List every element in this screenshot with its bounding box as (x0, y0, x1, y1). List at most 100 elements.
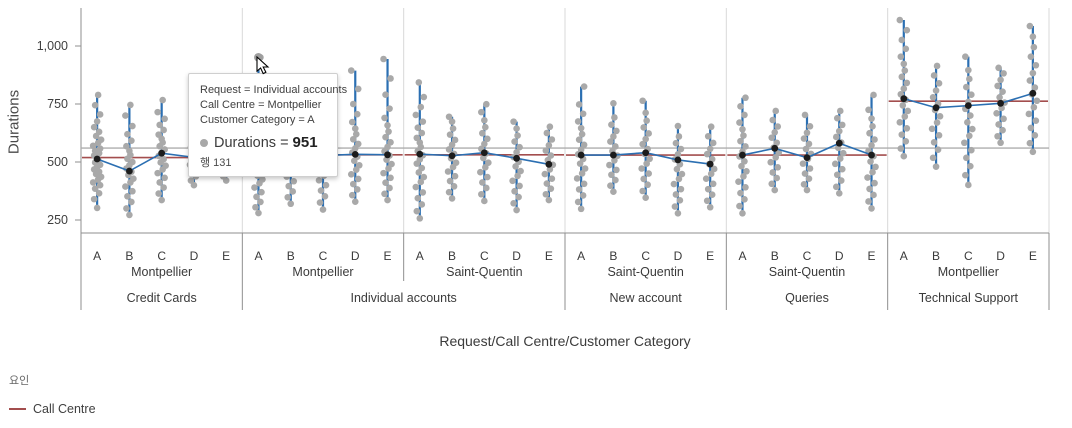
data-point[interactable] (284, 193, 292, 201)
data-point[interactable] (353, 110, 361, 118)
data-point[interactable] (485, 159, 492, 166)
data-point[interactable] (155, 190, 162, 197)
data-point[interactable] (385, 128, 392, 135)
data-point[interactable] (868, 141, 875, 149)
data-point[interactable] (448, 118, 456, 125)
data-point[interactable] (542, 147, 550, 154)
data-point[interactable] (613, 127, 620, 135)
data-point[interactable] (996, 93, 1003, 101)
data-point[interactable] (1025, 110, 1033, 118)
data-point[interactable] (387, 174, 394, 182)
data-point[interactable] (381, 114, 388, 122)
cell-mean-dot[interactable] (158, 149, 166, 157)
data-point[interactable] (898, 73, 906, 81)
data-point[interactable] (775, 149, 783, 156)
data-point[interactable] (89, 142, 97, 150)
data-point[interactable] (257, 198, 264, 206)
data-point[interactable] (642, 109, 649, 117)
data-point[interactable] (739, 125, 746, 133)
cell-mean-dot[interactable] (448, 152, 456, 160)
data-point[interactable] (315, 177, 323, 184)
data-point[interactable] (541, 170, 549, 178)
data-point[interactable] (321, 193, 329, 200)
data-point[interactable] (159, 96, 166, 104)
data-point[interactable] (743, 167, 750, 175)
data-point[interactable] (445, 113, 453, 121)
data-point[interactable] (1031, 132, 1039, 139)
data-point[interactable] (354, 85, 362, 93)
data-point[interactable] (1026, 22, 1034, 30)
data-point[interactable] (574, 198, 582, 206)
data-point[interactable] (160, 184, 167, 191)
data-point[interactable] (935, 132, 943, 139)
data-point[interactable] (1027, 124, 1035, 132)
data-point[interactable] (612, 176, 619, 184)
data-point[interactable] (418, 164, 426, 172)
data-point[interactable] (737, 189, 744, 197)
data-point[interactable] (160, 155, 167, 163)
data-point[interactable] (871, 179, 878, 187)
data-point[interactable] (514, 172, 521, 180)
data-point[interactable] (352, 130, 360, 138)
data-point[interactable] (800, 180, 808, 188)
data-point[interactable] (415, 79, 423, 86)
cell-mean-dot[interactable] (868, 151, 875, 159)
data-point[interactable] (413, 134, 421, 142)
data-point[interactable] (348, 191, 356, 199)
data-point[interactable] (251, 184, 258, 191)
hovered-data-point[interactable] (254, 52, 263, 62)
data-point[interactable] (869, 122, 876, 130)
data-point[interactable] (446, 177, 454, 185)
data-point[interactable] (122, 183, 129, 190)
data-point[interactable] (484, 135, 491, 143)
data-point[interactable] (419, 189, 427, 196)
data-point[interactable] (445, 188, 453, 196)
data-point[interactable] (677, 185, 685, 193)
data-point[interactable] (645, 170, 652, 177)
data-point[interactable] (285, 182, 293, 190)
data-point[interactable] (932, 163, 940, 170)
data-point[interactable] (835, 190, 843, 197)
data-point[interactable] (702, 175, 710, 183)
data-point[interactable] (1029, 148, 1037, 156)
data-point[interactable] (962, 171, 969, 179)
data-point[interactable] (413, 207, 421, 215)
data-point[interactable] (319, 206, 327, 213)
data-point[interactable] (483, 100, 490, 108)
data-point[interactable] (772, 107, 780, 115)
data-point[interactable] (674, 209, 682, 217)
data-point[interactable] (158, 196, 165, 204)
data-point[interactable] (511, 187, 518, 195)
data-point[interactable] (802, 145, 810, 153)
data-point[interactable] (741, 111, 748, 119)
data-point[interactable] (154, 108, 161, 116)
data-point[interactable] (639, 140, 646, 148)
data-point[interactable] (513, 125, 520, 132)
data-point[interactable] (95, 190, 103, 197)
data-point[interactable] (387, 138, 394, 146)
data-point[interactable] (516, 182, 523, 190)
data-point[interactable] (387, 75, 394, 82)
cell-mean-dot[interactable] (93, 155, 101, 163)
data-point[interactable] (478, 190, 485, 198)
data-point[interactable] (768, 180, 776, 188)
data-point[interactable] (836, 155, 844, 162)
data-point[interactable] (580, 141, 588, 149)
data-point[interactable] (483, 184, 490, 192)
data-point[interactable] (156, 121, 163, 129)
data-point[interactable] (91, 185, 99, 192)
data-point[interactable] (124, 193, 131, 200)
data-point[interactable] (898, 36, 906, 44)
data-point[interactable] (896, 16, 904, 24)
cell-mean-dot[interactable] (803, 154, 811, 161)
data-point[interactable] (839, 149, 847, 157)
data-point[interactable] (674, 122, 682, 130)
data-point[interactable] (995, 64, 1002, 72)
data-point[interactable] (611, 114, 618, 121)
data-point[interactable] (742, 143, 749, 150)
data-point[interactable] (838, 165, 846, 173)
data-point[interactable] (774, 164, 782, 171)
data-point[interactable] (388, 160, 395, 168)
data-point[interactable] (353, 186, 361, 193)
data-point[interactable] (577, 205, 585, 213)
